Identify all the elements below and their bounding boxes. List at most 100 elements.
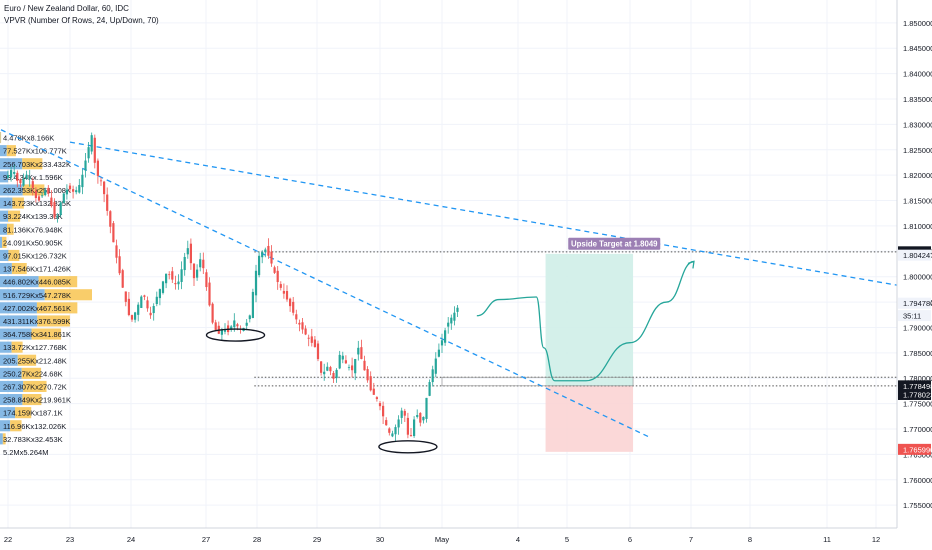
- indicator-label[interactable]: VPVR (Number Of Rows, 24, Up/Down, 70): [4, 16, 159, 25]
- volume-bar-up: [0, 328, 32, 340]
- candle-body: [273, 267, 276, 273]
- candle-body: [211, 303, 214, 323]
- candle-body: [115, 245, 118, 258]
- time-tick-label: 4: [516, 535, 520, 544]
- candle-body: [369, 376, 372, 391]
- price-tick-label: 1.810000: [903, 222, 932, 231]
- volume-bar-up: [0, 158, 23, 170]
- volume-label: 427.002Kx467.561K: [3, 304, 71, 313]
- low-ellipse: [205, 328, 266, 342]
- candle-body: [75, 190, 78, 193]
- price-tag-label: 1.794780: [903, 299, 932, 308]
- time-tick-label: May: [435, 535, 449, 544]
- candle-body: [152, 306, 155, 314]
- low-ellipse: [378, 440, 438, 454]
- volume-bar-up: [0, 433, 3, 445]
- grid: [0, 0, 897, 528]
- candle-body: [171, 271, 174, 280]
- volume-bar-up: [0, 407, 16, 419]
- candle-body: [444, 330, 447, 343]
- volume-label: 205.255Kx212.48K: [3, 356, 67, 365]
- candle-body: [406, 417, 409, 435]
- time-tick-label: 7: [689, 535, 693, 544]
- price-tick-label: 1.765000: [903, 450, 932, 459]
- price-tag: [898, 297, 931, 309]
- volume-bar-down: [22, 184, 45, 196]
- volume-bar-down: [7, 223, 14, 235]
- candle-body: [177, 281, 180, 285]
- price-tag: [898, 443, 931, 455]
- candle-body: [301, 322, 304, 330]
- time-tick-label: 28: [253, 535, 261, 544]
- position-zones: [545, 253, 634, 452]
- volume-label: 431.311Kx376.599K: [3, 317, 70, 326]
- volume-bar-up: [0, 171, 9, 183]
- volume-bar-down: [38, 276, 78, 288]
- candle-body: [44, 190, 47, 196]
- low-markers: [205, 328, 438, 454]
- price-tick-label: 1.760000: [903, 476, 932, 485]
- candle-body: [53, 202, 56, 218]
- candle-body: [118, 256, 121, 274]
- candle-body: [453, 312, 456, 321]
- price-tick-label: 1.770000: [903, 425, 932, 434]
- volume-profile: 4.478Kx8.166K 77.527Kx106.777K 256.703Kx23…: [0, 132, 92, 457]
- volume-label: 24.091Kx50.905K: [3, 238, 63, 247]
- candle-body: [99, 180, 103, 182]
- volume-bar-down: [8, 210, 21, 222]
- candle-body: [134, 312, 137, 320]
- time-tick-label: 5: [565, 535, 569, 544]
- candle-body: [205, 272, 208, 288]
- candle-body: [419, 412, 422, 423]
- volume-bar-down: [11, 341, 23, 353]
- candle-body: [385, 420, 388, 426]
- time-tick-label: 8: [748, 535, 752, 544]
- price-tick-label: 1.775000: [903, 400, 932, 409]
- candle-body: [223, 329, 227, 332]
- volume-label: 143.723Kx132.825K: [3, 199, 71, 208]
- price-tag: [898, 310, 931, 322]
- candles: [6, 132, 459, 441]
- candle-body: [87, 147, 90, 159]
- volume-bar-down: [36, 302, 78, 314]
- volume-label: 116.96Kx132.026K: [3, 422, 66, 431]
- candle-body: [158, 289, 161, 299]
- time-axis[interactable]: 22 23 24 27 28 29 30 May 4 5 6 7 8 11 12: [0, 527, 932, 550]
- candle-body: [366, 369, 369, 381]
- volume-bar-down: [21, 367, 42, 379]
- candle-body: [347, 367, 351, 368]
- price-tick-label: 1.850000: [903, 19, 932, 28]
- horizontal-levels: [254, 251, 897, 387]
- candle-body: [261, 252, 264, 258]
- candle-body: [47, 187, 50, 194]
- candle-body: [394, 427, 397, 435]
- volume-bar-down: [37, 315, 70, 327]
- candle-body: [326, 366, 329, 371]
- trendlines: [0, 128, 932, 438]
- time-tick-label: 27: [202, 535, 210, 544]
- candle-body: [372, 388, 375, 395]
- candle-body: [360, 347, 363, 360]
- volume-bar-up: [0, 223, 8, 235]
- candle-body: [378, 403, 382, 407]
- candle-body: [434, 358, 437, 374]
- candle-body: [183, 256, 186, 271]
- candle-body: [34, 190, 37, 198]
- candle-body: [447, 322, 450, 327]
- candle-body: [90, 135, 93, 152]
- candle-body: [316, 343, 320, 360]
- volume-bar-up: [0, 420, 11, 432]
- candle-body: [96, 160, 99, 176]
- volume-bar-up: [0, 354, 18, 366]
- candle-body: [425, 397, 428, 419]
- candle-body: [16, 172, 19, 181]
- price-axis[interactable]: 1.755000 1.760000 1.765000 1.770000 1.775000…: [896, 0, 932, 550]
- trendline: [69, 141, 932, 292]
- candle-body: [440, 340, 444, 346]
- time-tick-label: 23: [66, 535, 74, 544]
- volume-bar-down: [8, 249, 20, 261]
- projection-arrowhead: [687, 260, 695, 269]
- volume-label: 250.27Kx224.68K: [3, 369, 63, 378]
- volume-bar-down: [2, 236, 7, 248]
